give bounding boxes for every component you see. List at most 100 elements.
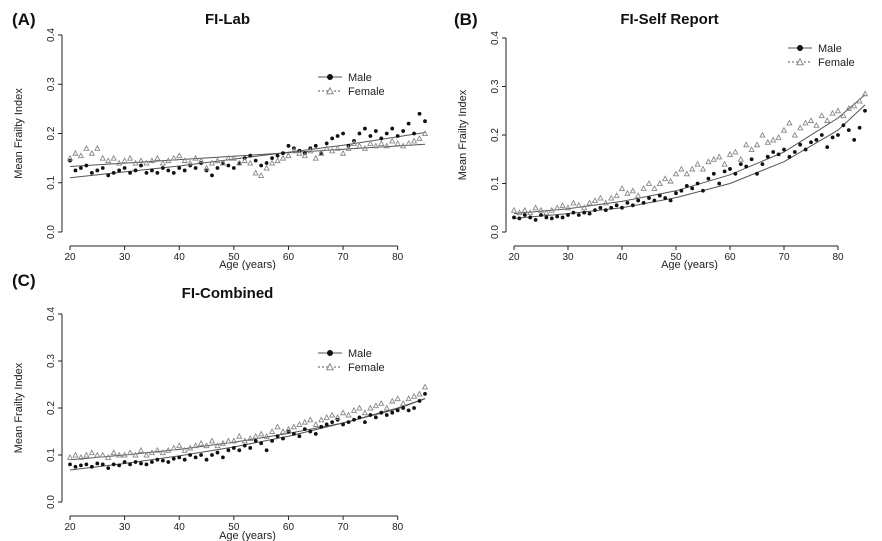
data-point-male [412,131,416,136]
data-point-female [159,159,167,166]
data-point-male [330,136,335,141]
data-point-male [809,140,813,145]
data-point-female [581,204,588,211]
data-point-female [110,449,117,456]
data-point-male [771,150,776,154]
data-point-female [721,160,728,167]
data-point-male [270,439,274,443]
data-point-male [111,171,116,175]
data-point-male [281,436,285,441]
data-point-male [248,446,253,450]
data-point-female [230,154,238,161]
data-point-female [689,165,696,172]
chart-title: FI-Self Report [620,11,718,28]
data-point-male [792,150,797,154]
data-point-male [160,166,165,170]
data-point-female [667,177,674,184]
data-point-male [100,166,105,170]
y-tick-label: 0.1 [46,448,57,462]
data-point-female [186,159,194,166]
data-point-male [231,446,236,450]
x-tick-label: 50 [228,522,240,533]
data-point-male [313,143,318,148]
data-point-female [66,154,74,161]
data-point-male [193,455,198,460]
data-point-female [323,144,330,151]
data-point-male [122,166,127,170]
data-point-male [373,415,378,420]
x-tick-label: 60 [724,252,736,263]
data-point-female [410,137,418,144]
data-point-female [537,206,545,213]
data-point-female [510,206,518,213]
data-point-female [367,140,374,146]
data-point-female [301,418,309,425]
data-point-male [738,162,743,167]
data-point-male [182,168,187,173]
data-point-male [744,164,749,169]
data-point-male [679,188,684,193]
x-axis-label: Age (years) [219,259,276,270]
data-point-female [813,121,820,128]
y-tick-label: 0.3 [46,77,57,91]
x-tick-label: 20 [64,252,76,263]
data-point-female [105,454,112,460]
data-point-male [253,439,258,443]
data-point-male [89,171,94,175]
legend-label-female: Female [348,362,385,374]
y-tick-label: 0.3 [46,354,57,368]
data-point-female [548,206,555,213]
data-point-female [705,158,712,165]
data-point-female [791,131,798,138]
data-point-male [106,466,111,471]
data-point-female [137,157,145,164]
y-tick-label: 0.2 [46,126,57,140]
data-point-female [192,154,199,161]
data-point-female [263,164,270,171]
data-point-male [231,166,236,170]
data-point-male [549,216,554,221]
data-point-female [378,399,385,406]
data-point-male [144,462,149,467]
data-point-male [117,463,122,468]
data-point-male [193,166,198,170]
data-point-male [242,443,247,448]
data-point-female [148,157,156,164]
data-point-male [324,422,329,427]
x-tick-label: 70 [778,252,790,263]
data-point-male [357,131,362,136]
data-point-female [570,199,577,206]
data-point-male [582,210,587,215]
chart-fi-self-report: FI-Self Report 0.0 0.1 0.2 0.3 0.4 20 30 40 50 60 7… [457,11,869,270]
data-point-male [292,431,296,436]
data-point-male [319,424,324,429]
data-point-male [522,213,527,217]
data-point-female [521,206,528,213]
y-axis-label: Mean Frailty Index [13,88,25,179]
data-point-female [608,194,615,201]
data-point-male [79,166,83,170]
data-point-male [177,166,182,170]
data-point-female [797,124,804,131]
data-point-female [399,142,407,149]
data-point-male [335,134,340,138]
data-point-female [290,147,298,154]
data-point-female [416,390,423,397]
data-point-female [170,154,177,161]
data-point-female [219,159,227,166]
data-point-female [737,155,744,162]
data-point-male [674,191,678,196]
data-point-female [334,414,341,420]
data-point-male [641,201,646,205]
data-point-female [225,154,232,161]
data-point-female [361,409,369,416]
data-point-female [399,399,407,406]
data-point-male [533,217,538,222]
data-point-male [384,131,389,136]
data-point-male [150,168,154,173]
x-tick-label: 80 [392,522,404,533]
data-point-female [247,435,254,442]
data-point-female [699,165,707,172]
data-point-male [341,422,345,427]
data-point-female [83,144,90,151]
